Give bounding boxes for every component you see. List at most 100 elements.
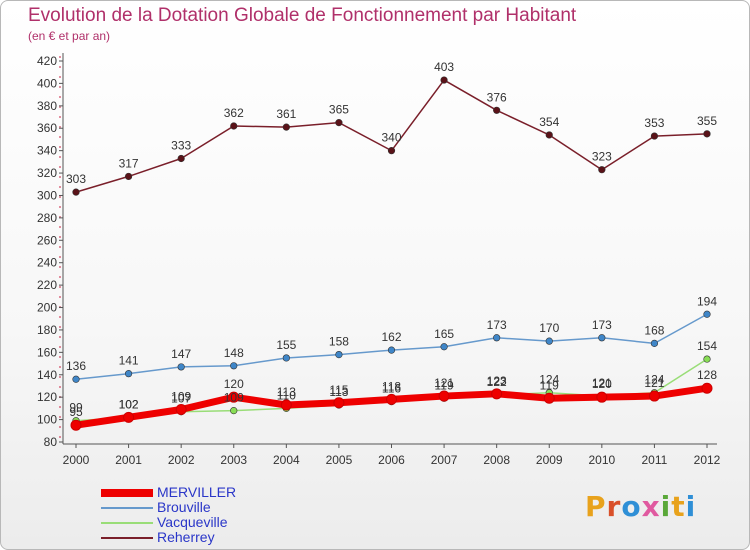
data-label: 303 — [66, 172, 86, 186]
data-label: 128 — [697, 368, 717, 382]
data-label: 102 — [119, 397, 139, 411]
data-label: 123 — [487, 374, 507, 388]
data-label: 323 — [592, 150, 612, 164]
y-tick-label: 380 — [37, 99, 57, 113]
data-label: 361 — [276, 107, 296, 121]
x-tick-label: 2005 — [326, 453, 353, 467]
data-label: 194 — [697, 294, 717, 308]
data-label: 95 — [69, 405, 83, 419]
data-label: 121 — [434, 376, 454, 390]
data-label: 113 — [277, 385, 296, 399]
data-label: 170 — [539, 321, 559, 335]
y-tick-label: 80 — [44, 435, 58, 449]
y-tick-label: 360 — [37, 121, 57, 135]
data-point — [440, 76, 448, 84]
chart-title: Evolution de la Dotation Globale de Fonc… — [28, 5, 577, 26]
data-point — [493, 106, 501, 114]
data-point — [282, 123, 290, 131]
x-tick-label: 2003 — [220, 453, 247, 467]
data-label: 353 — [644, 116, 664, 130]
logo-letter: x — [641, 490, 661, 523]
data-label: 118 — [382, 379, 401, 393]
data-point — [543, 392, 555, 404]
data-point — [175, 404, 187, 416]
legend-swatch-vacqueville — [101, 522, 153, 524]
data-point — [596, 391, 608, 403]
logo-letter: i — [660, 490, 672, 523]
data-point — [701, 382, 713, 394]
legend-swatch-merviller — [101, 489, 153, 497]
data-label: 110 — [277, 388, 296, 402]
data-label: 136 — [66, 359, 86, 373]
data-label: 147 — [171, 347, 191, 361]
y-tick-label: 160 — [37, 345, 57, 359]
data-point — [280, 399, 292, 411]
data-label: 165 — [434, 327, 454, 341]
data-point — [230, 122, 238, 130]
y-tick-label: 320 — [37, 166, 57, 180]
data-label: 121 — [644, 376, 664, 390]
data-label: 355 — [697, 114, 717, 128]
data-label: 119 — [540, 378, 559, 392]
data-label: 376 — [487, 90, 507, 104]
x-tick-label: 2004 — [273, 453, 300, 467]
data-point — [70, 419, 82, 431]
data-point — [703, 310, 711, 318]
data-label: 102 — [119, 397, 139, 411]
y-tick-label: 200 — [37, 301, 57, 315]
data-label: 403 — [434, 60, 454, 74]
x-tick-label: 2007 — [431, 453, 458, 467]
y-tick-label: 260 — [37, 233, 57, 247]
x-tick-label: 2000 — [63, 453, 90, 467]
data-label: 141 — [119, 354, 139, 368]
logo-letter: o — [621, 490, 642, 523]
data-point — [387, 346, 396, 354]
data-label: 109 — [171, 390, 191, 404]
data-point — [598, 166, 606, 174]
data-point — [177, 363, 185, 371]
y-tick-label: 420 — [37, 54, 57, 68]
data-point — [230, 407, 238, 415]
logo-letter: P — [585, 490, 607, 523]
data-label: 121 — [592, 376, 612, 390]
y-tick-label: 100 — [37, 413, 57, 427]
y-tick-label: 400 — [37, 76, 57, 90]
data-point — [228, 391, 240, 403]
legend-label-vacqueville: Vacqueville — [157, 514, 228, 530]
legend-swatch-brouville — [101, 507, 153, 509]
data-label: 365 — [329, 103, 349, 117]
legend-swatch-reherrey — [101, 537, 153, 539]
x-tick-label: 2010 — [588, 453, 615, 467]
data-point — [386, 393, 397, 405]
data-label: 333 — [171, 138, 191, 152]
data-point — [282, 354, 290, 362]
y-tick-label: 220 — [37, 278, 57, 292]
data-label: 155 — [276, 338, 296, 352]
legend-label-brouville: Brouville — [157, 499, 211, 515]
y-tick-label: 140 — [37, 368, 57, 382]
data-label: 354 — [539, 115, 559, 129]
data-point — [72, 375, 80, 383]
data-label: 122 — [487, 375, 507, 389]
data-point — [650, 132, 659, 140]
data-point — [335, 350, 343, 359]
data-point — [491, 388, 503, 400]
data-point — [703, 355, 711, 363]
data-label: 120 — [224, 377, 244, 391]
y-tick-label: 120 — [37, 390, 57, 404]
data-point — [493, 334, 501, 342]
data-label: 109 — [224, 391, 244, 405]
data-label: 168 — [644, 323, 664, 337]
data-label: 107 — [171, 392, 191, 406]
data-point — [387, 147, 396, 155]
data-label: 162 — [381, 330, 401, 344]
data-label: 173 — [487, 318, 507, 332]
x-tick-label: 2012 — [694, 453, 721, 467]
data-point — [333, 397, 345, 409]
data-label: 362 — [224, 106, 244, 120]
x-tick-label: 2001 — [115, 453, 142, 467]
data-point — [440, 343, 448, 351]
data-point — [650, 339, 659, 347]
